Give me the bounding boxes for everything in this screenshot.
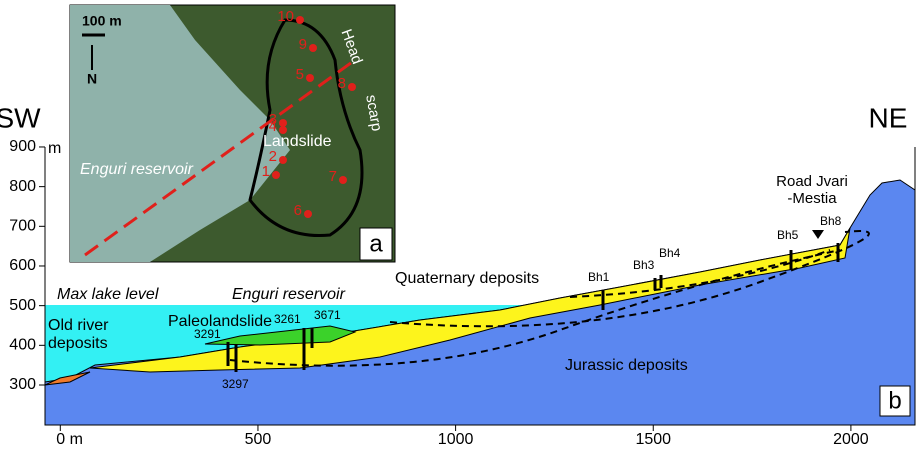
jurassic-label: Jurassic deposits [565,357,688,374]
x-tick-label: 500 [245,431,272,448]
point [279,119,287,127]
borehole-label: Bh5 [777,228,799,242]
reservoir-label: Enguri reservoir [232,286,346,303]
point [296,16,304,24]
point [279,126,287,134]
borehole-label: Bh4 [659,246,681,260]
point-label: 9 [299,36,307,53]
point-label: 6 [294,202,302,219]
point-label: 2 [269,148,277,165]
road-label: -Mestia [787,190,837,207]
inset-map: 100 m N Head scarp Landslide Enguri rese… [70,5,395,262]
max-lake-label: Max lake level [57,286,159,303]
north-label: N [87,71,97,87]
point [348,83,356,91]
point [279,156,287,164]
point-label: 5 [296,66,304,83]
y-tick-label: 300 [9,376,36,393]
point-label: 8 [338,75,346,92]
point-label: 10 [277,8,294,25]
y-tick-label: 600 [9,257,36,274]
point [309,44,317,52]
point-label: 1 [262,163,270,180]
y-tick-label: 900 [9,138,36,155]
sample-id: 3261 [274,312,301,326]
panel-label: a [369,230,383,257]
ne-label: NE [869,102,908,133]
sample-id: 3297 [222,377,249,391]
borehole-label: Bh8 [820,214,842,228]
y-tick-label: 700 [9,218,36,235]
y-unit: m [48,140,61,157]
figure: 3004005006007008009000 m500100015002000 … [0,0,919,449]
old-river-label: deposits [48,335,108,352]
x-tick-label: 0 m [56,431,83,448]
old-river-label: Old river [48,317,109,334]
x-tick-label: 1000 [438,431,474,448]
point [339,176,347,184]
y-tick-label: 500 [9,297,36,314]
point [306,74,314,82]
x-tick-label: 2000 [833,431,869,448]
point [272,171,280,179]
borehole-label: Bh3 [633,258,655,272]
borehole-label: Bh1 [588,270,610,284]
point [304,210,312,218]
x-tick-label: 1500 [635,431,671,448]
scale-label: 100 m [82,13,122,29]
sample-id: 3671 [314,308,341,322]
quaternary-label: Quaternary deposits [395,270,539,287]
sample-id: 3291 [194,327,221,341]
y-tick-label: 400 [9,337,36,354]
sw-label: SW [0,102,41,133]
road-marker [812,230,824,239]
point-label: 4 [269,118,277,135]
y-tick-label: 800 [9,178,36,195]
panel-label: b [888,387,901,414]
road-label: Road Jvari [776,173,848,190]
map-reservoir-label: Enguri reservoir [80,161,194,178]
point-label: 7 [329,168,337,185]
